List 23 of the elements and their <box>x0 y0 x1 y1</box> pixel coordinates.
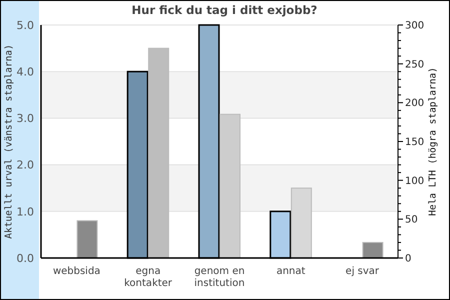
bar <box>362 242 384 258</box>
y-tick-label: 4.0 <box>16 65 34 78</box>
y2-tick-label: 0 <box>405 254 412 264</box>
y2-tick-label: 150 <box>405 137 424 148</box>
y-tick-label: 3.0 <box>16 112 34 126</box>
y2-axis-title: Hela LTH (högra staplarna) <box>427 67 438 216</box>
y-tick-label: 5.0 <box>16 18 34 32</box>
y2-tick-label: 100 <box>405 176 424 187</box>
y-tick-label: 1.0 <box>16 205 34 218</box>
y2-tick-label: 200 <box>405 98 424 110</box>
y2-tick-label: 300 <box>405 20 424 32</box>
x-tick-label: genom en institution <box>194 266 245 289</box>
bar <box>76 220 98 258</box>
x-tick-label: ej svar <box>346 266 380 277</box>
y-tick-label: 2.0 <box>16 158 34 172</box>
x-tick-label: annat <box>276 266 306 277</box>
chart-title: Hur fick du tag i ditt exjobb? <box>132 3 318 17</box>
y2-tick-label: 250 <box>405 59 424 70</box>
x-tick-label: webbsida <box>52 266 100 277</box>
y2-tick-label: 50 <box>405 214 418 226</box>
y-axis-title: Aktuellt urval (vänstra staplarna) <box>3 44 14 239</box>
x-tick-label: egna kontakter <box>124 266 173 289</box>
y-tick-label: 0.0 <box>16 252 34 265</box>
